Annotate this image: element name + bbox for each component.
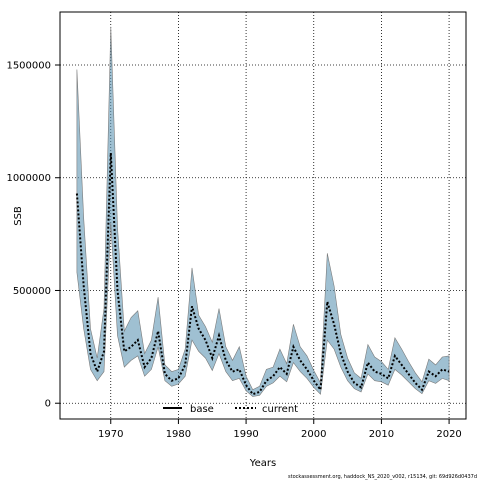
x-tick-label-1990: 1990 — [233, 429, 258, 440]
series-point-1968 — [97, 371, 98, 372]
y-tick-label-1500000: 1500000 — [6, 60, 51, 71]
x-tick-label-2010: 2010 — [369, 429, 394, 440]
series-point-2011 — [388, 378, 389, 379]
series-point-1987 — [225, 360, 226, 361]
ssb-lines — [75, 152, 450, 396]
series-line-current — [75, 152, 450, 396]
series-point-2014 — [408, 373, 409, 374]
x-tick-label-2020: 2020 — [436, 429, 461, 440]
y-tick-label-500000: 500000 — [13, 286, 51, 297]
series-point-1979 — [171, 380, 172, 381]
series-point-1966 — [83, 285, 84, 286]
series-point-1999 — [306, 369, 307, 370]
series-point-2009 — [374, 371, 375, 372]
series-point-1972 — [124, 351, 125, 352]
x-axis-label: Years — [249, 458, 276, 469]
series-point-1977 — [158, 330, 159, 331]
series-point-1983 — [198, 328, 199, 329]
series-point-2016 — [421, 389, 422, 390]
x-tick-label-2000: 2000 — [301, 429, 326, 440]
series-point-1991 — [252, 394, 253, 395]
legend-base-label: base — [190, 404, 214, 415]
series-point-2012 — [394, 355, 395, 356]
series-point-1985 — [212, 358, 213, 359]
series-point-1982 — [191, 306, 192, 307]
legend-current-label: current — [262, 404, 298, 415]
series-point-1975 — [144, 367, 145, 368]
series-point-1998 — [300, 360, 301, 361]
confidence-band-area — [76, 26, 450, 397]
y-tick-label-1000000: 1000000 — [6, 173, 51, 184]
series-point-1969 — [103, 351, 104, 352]
series-point-2020 — [448, 371, 449, 372]
series-point-1994 — [273, 376, 274, 377]
series-point-1995 — [279, 367, 280, 368]
series-point-1997 — [293, 346, 294, 347]
x-tick-label-1980: 1980 — [166, 429, 191, 440]
y-axis-label: SSB — [13, 206, 24, 226]
series-point-1992 — [259, 391, 260, 392]
series-point-1981 — [185, 364, 186, 365]
x-axis-ticks: 1970 1980 1990 2000 2010 2020 — [98, 419, 462, 440]
series-point-1996 — [286, 373, 287, 374]
series-point-1973 — [130, 346, 131, 347]
series-point-2008 — [367, 362, 368, 363]
series-point-1965 — [76, 193, 77, 194]
footer-note: stockassessment.org, haddock_NS_2020_v00… — [288, 474, 477, 480]
series-point-2000 — [313, 380, 314, 381]
series-point-2001 — [320, 389, 321, 390]
series-point-2019 — [442, 369, 443, 370]
series-point-2005 — [347, 371, 348, 372]
series-point-1984 — [205, 339, 206, 340]
confidence-band — [76, 26, 450, 397]
series-point-2010 — [381, 373, 382, 374]
series-point-1978 — [164, 373, 165, 374]
legend: base current — [163, 404, 298, 415]
y-tick-label-0: 0 — [45, 399, 51, 410]
series-point-1988 — [232, 371, 233, 372]
series-point-1990 — [245, 385, 246, 386]
series-point-1971 — [117, 290, 118, 291]
series-point-2015 — [415, 382, 416, 383]
series-point-2004 — [340, 353, 341, 354]
series-point-2002 — [327, 301, 328, 302]
series-point-2018 — [435, 376, 436, 377]
series-point-2013 — [401, 364, 402, 365]
series-point-1976 — [151, 358, 152, 359]
series-point-1989 — [239, 369, 240, 370]
y-axis-ticks: 0 500000 1000000 1500000 — [6, 60, 60, 410]
series-point-1970 — [110, 152, 111, 153]
series-point-1967 — [90, 353, 91, 354]
x-tick-label-1970: 1970 — [98, 429, 123, 440]
series-point-2017 — [428, 371, 429, 372]
series-point-2007 — [361, 387, 362, 388]
series-point-2006 — [354, 382, 355, 383]
grid-lines — [60, 12, 466, 419]
series-point-2003 — [333, 324, 334, 325]
series-point-1993 — [266, 380, 267, 381]
series-point-1980 — [178, 378, 179, 379]
series-point-1986 — [218, 335, 219, 336]
series-point-1974 — [137, 339, 138, 340]
